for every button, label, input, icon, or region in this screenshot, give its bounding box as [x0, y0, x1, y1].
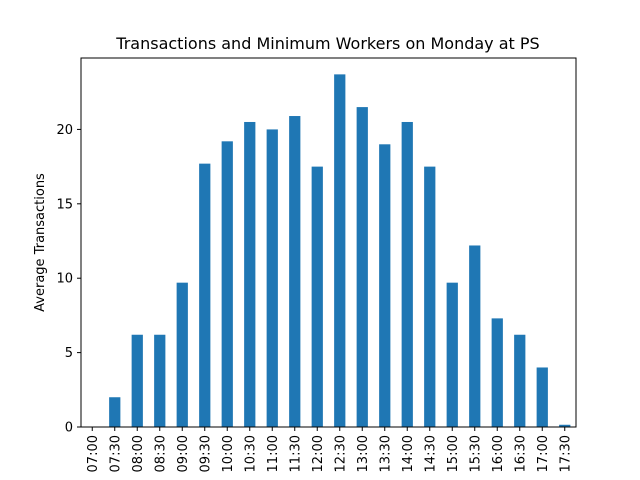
- bar-1130: [289, 116, 301, 427]
- y-tick-label: 5: [65, 346, 73, 361]
- y-tick-label: 10: [56, 272, 73, 287]
- bar-1400: [401, 121, 413, 427]
- x-tick-label: 07:30: [108, 435, 123, 472]
- x-tick-label: 15:30: [468, 435, 483, 472]
- x-tick-label: 17:00: [536, 435, 551, 472]
- x-tick-label: 09:00: [176, 435, 191, 472]
- chart-title: Transactions and Minimum Workers on Mond…: [115, 34, 539, 53]
- bar-1500: [446, 282, 458, 427]
- x-tick-label: 13:30: [378, 435, 393, 472]
- bar-1100: [266, 129, 278, 428]
- x-tick-label: 10:00: [221, 435, 236, 472]
- bar-1630: [514, 334, 526, 427]
- x-tick-label: 17:30: [558, 435, 573, 472]
- bar-0800: [131, 334, 143, 427]
- x-tick-label: 16:00: [491, 435, 506, 472]
- bar-1330: [379, 144, 391, 428]
- bar-1700: [536, 367, 548, 427]
- x-tick-label: 14:00: [401, 435, 416, 472]
- x-tick-label: 16:30: [513, 435, 528, 472]
- y-axis-ticks: 0 5 10 15 20: [56, 123, 81, 436]
- x-tick-label: 12:00: [311, 435, 326, 472]
- plot-area-frame: [80, 57, 577, 428]
- bar-0930: [199, 163, 211, 427]
- y-tick-label: 15: [56, 197, 73, 212]
- bars-group: [109, 74, 571, 428]
- x-tick-label: 07:00: [86, 435, 101, 472]
- bar-0830: [154, 334, 166, 427]
- bar-1000: [221, 141, 233, 427]
- x-tick-label: 11:30: [288, 435, 303, 472]
- y-axis-label: Average Transactions: [33, 173, 48, 312]
- x-tick-label: 12:30: [333, 435, 348, 472]
- x-tick-label: 11:00: [266, 435, 281, 472]
- x-tick-label: 15:00: [446, 435, 461, 472]
- x-tick-label: 08:00: [131, 435, 146, 472]
- bar-1300: [356, 107, 368, 427]
- y-tick-label: 0: [65, 421, 73, 436]
- bar-1730: [559, 424, 571, 427]
- bar-0730: [109, 397, 121, 427]
- x-tick-label: 10:30: [243, 435, 258, 472]
- y-tick-label: 20: [56, 123, 73, 138]
- x-tick-label: 13:00: [356, 435, 371, 472]
- bar-1430: [424, 166, 436, 427]
- bar-1200: [311, 166, 323, 427]
- x-tick-label: 09:30: [198, 435, 213, 472]
- x-axis-ticks: 07:00 07:30 08:00 08:30 09:00 09:30 10:00 10:30…: [86, 427, 573, 472]
- bar-1230: [334, 74, 346, 428]
- x-tick-label: 14:30: [423, 435, 438, 472]
- bar-1530: [469, 245, 481, 427]
- bar-1600: [491, 318, 503, 427]
- bar-0900: [176, 282, 188, 427]
- x-tick-label: 08:30: [153, 435, 168, 472]
- bar-1030: [244, 121, 256, 427]
